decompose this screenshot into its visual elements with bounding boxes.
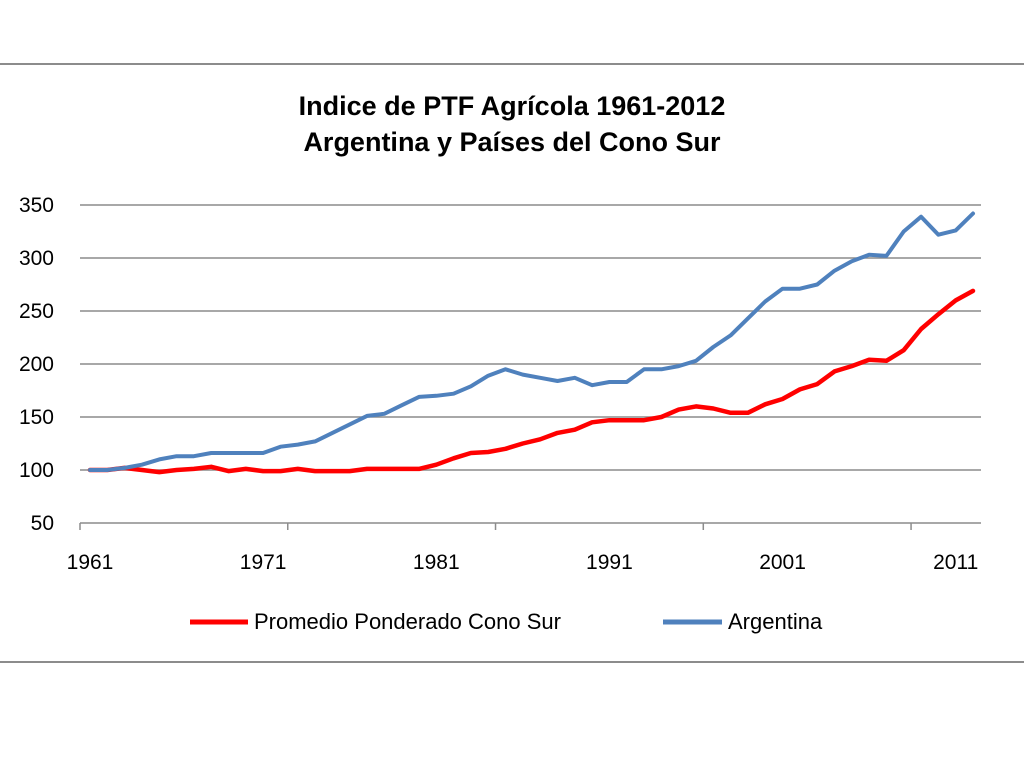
y-tick-label-250: 250: [19, 300, 54, 323]
x-axis: [79, 522, 981, 530]
series-lines: [87, 211, 976, 475]
x-tick-label-1991: 1991: [586, 551, 633, 574]
x-tick-label-2001: 2001: [759, 551, 806, 574]
legend-label-argentina: Argentina: [728, 609, 823, 634]
chart-title: Indice de PTF Agrícola 1961-2012 Argenti…: [0, 88, 1024, 160]
chart-title-line-1: Indice de PTF Agrícola 1961-2012: [298, 91, 726, 121]
legend: Promedio Ponderado Cono Sur Argentina: [190, 609, 823, 634]
y-tick-label-200: 200: [19, 353, 54, 376]
gridlines: [80, 204, 981, 471]
y-tick-label-350: 350: [19, 194, 54, 217]
x-tick-label-1971: 1971: [240, 551, 287, 574]
chart-frame: [0, 63, 1024, 663]
y-tick-label-50: 50: [31, 512, 54, 535]
y-tick-label-150: 150: [19, 406, 54, 429]
x-axis-tick-labels: 1961 1971 1981 1991 2001 2011: [67, 551, 979, 574]
x-tick-label-1981: 1981: [413, 551, 460, 574]
x-tick-label-1961: 1961: [67, 551, 114, 574]
chart-title-line-2: Argentina y Países del Cono Sur: [303, 127, 721, 157]
y-axis-tick-labels: 50 100 150 200 250 300 350: [19, 194, 54, 535]
legend-label-cono-sur: Promedio Ponderado Cono Sur: [254, 609, 561, 634]
y-tick-label-300: 300: [19, 247, 54, 270]
x-tick-label-2011: 2011: [933, 551, 978, 574]
series-line-cono-sur: [87, 288, 976, 475]
series-line-argentina: [88, 211, 975, 472]
y-tick-label-100: 100: [19, 459, 54, 482]
